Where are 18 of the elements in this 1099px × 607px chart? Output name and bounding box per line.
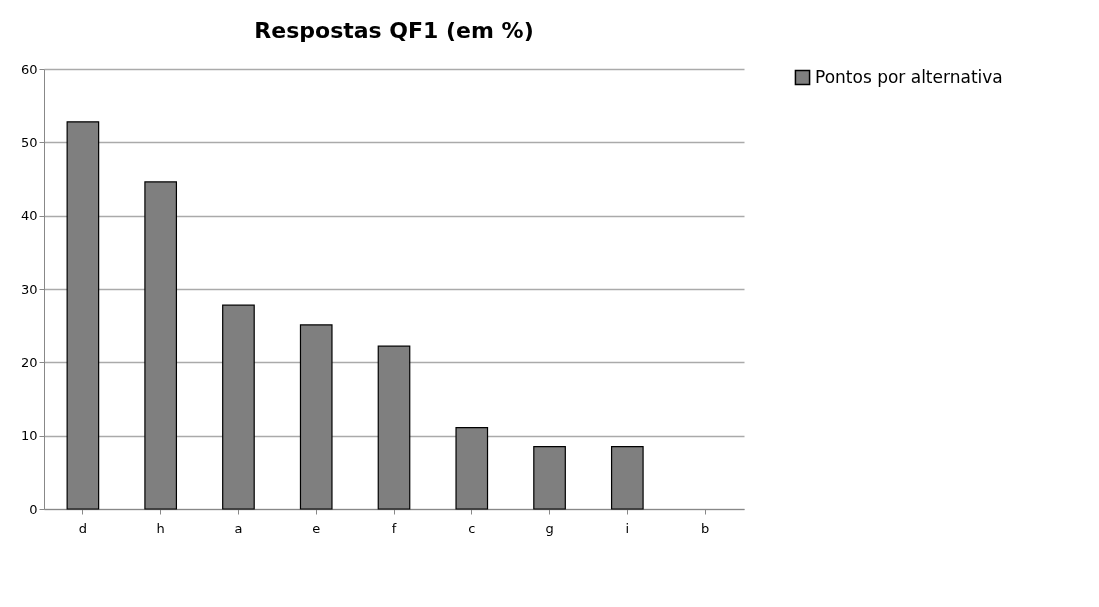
x-tick-label: f (391, 520, 397, 536)
y-tick-label: 20 (20, 354, 38, 370)
x-tick-label: e (312, 520, 321, 536)
chart-title: Respostas QF1 (em %) (254, 18, 534, 43)
x-tick-label: g (545, 520, 554, 536)
y-tick-label: 40 (20, 208, 38, 224)
x-tick-label: i (625, 520, 630, 536)
y-tick-label: 30 (20, 281, 38, 297)
x-tick-label: c (468, 520, 476, 536)
y-tick-label: 60 (20, 61, 38, 77)
y-tick-label: 50 (20, 134, 38, 150)
x-tick-label: b (700, 520, 710, 536)
y-tick-label: 0 (29, 501, 38, 517)
x-tick-label: d (78, 520, 88, 536)
x-tick-label: h (156, 520, 165, 536)
legend-label: Pontos por alternativa (815, 66, 1003, 87)
x-tick-label: a (234, 520, 243, 536)
y-tick-label: 10 (20, 428, 38, 444)
